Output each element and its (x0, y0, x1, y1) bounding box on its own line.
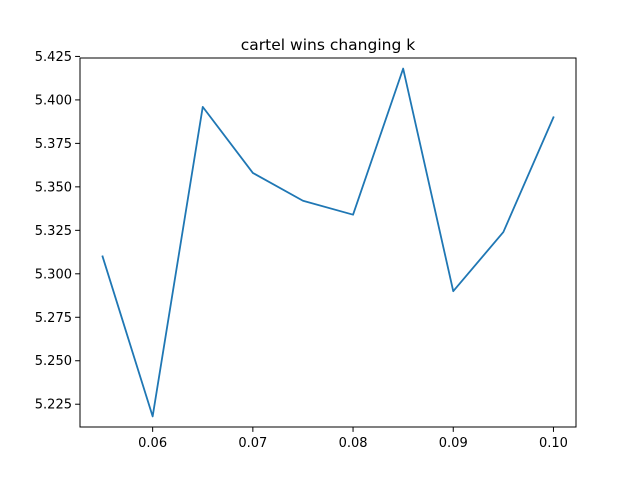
y-tick-label: 5.350 (35, 180, 72, 195)
y-tick-label: 5.275 (35, 311, 72, 326)
y-tick-label: 5.225 (35, 398, 72, 413)
x-tick-label: 0.10 (539, 436, 568, 451)
chart-title: cartel wins changing k (241, 36, 415, 54)
y-tick-label: 5.400 (35, 93, 72, 108)
y-tick-label: 5.250 (35, 354, 72, 369)
x-tick-label: 0.08 (339, 436, 368, 451)
x-tick-label: 0.09 (439, 436, 468, 451)
x-tick-label: 0.07 (238, 436, 267, 451)
x-tick-label: 0.06 (138, 436, 167, 451)
y-tick-label: 5.375 (35, 137, 72, 152)
y-tick-label: 5.325 (35, 224, 72, 239)
y-tick-label: 5.300 (35, 267, 72, 282)
axes-frame (79, 57, 577, 428)
series-line (101, 67, 555, 418)
plot-area: 0.06 0.07 0.08 0.09 0.10 5.225 5.250 5.275 5.300… (35, 50, 568, 451)
y-tick-label: 5.425 (35, 50, 72, 65)
